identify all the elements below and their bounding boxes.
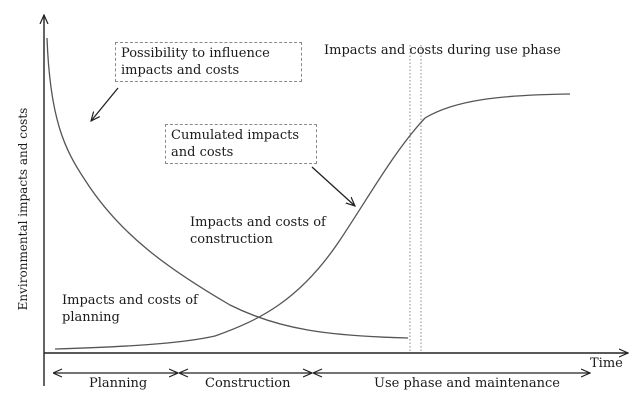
x-axis-label: Time [590,356,623,371]
influence-curve [46,37,409,339]
influence-label-box: Possibility to influence impacts and cos… [115,42,302,82]
cumulated-label: Cumulated impacts and costs [171,128,300,160]
cumulated-arrow [311,166,355,206]
use-phase-label: Impacts and costs during use phase [324,43,561,58]
phase-use: Use phase and maintenance [372,376,562,392]
cumulated-curve [54,93,571,350]
phase-construction: Construction [203,376,293,392]
cumulated-label-box: Cumulated impacts and costs [165,124,317,164]
influence-label: Possibility to influence impacts and cos… [121,46,270,78]
construction-label: Impacts and costs of construction [190,215,326,247]
planning-label: Impacts and costs of planning [62,293,198,325]
y-axis-label: Environmental impacts and costs [16,107,30,311]
influence-arrow [91,87,119,121]
phase-planning: Planning [87,376,150,392]
